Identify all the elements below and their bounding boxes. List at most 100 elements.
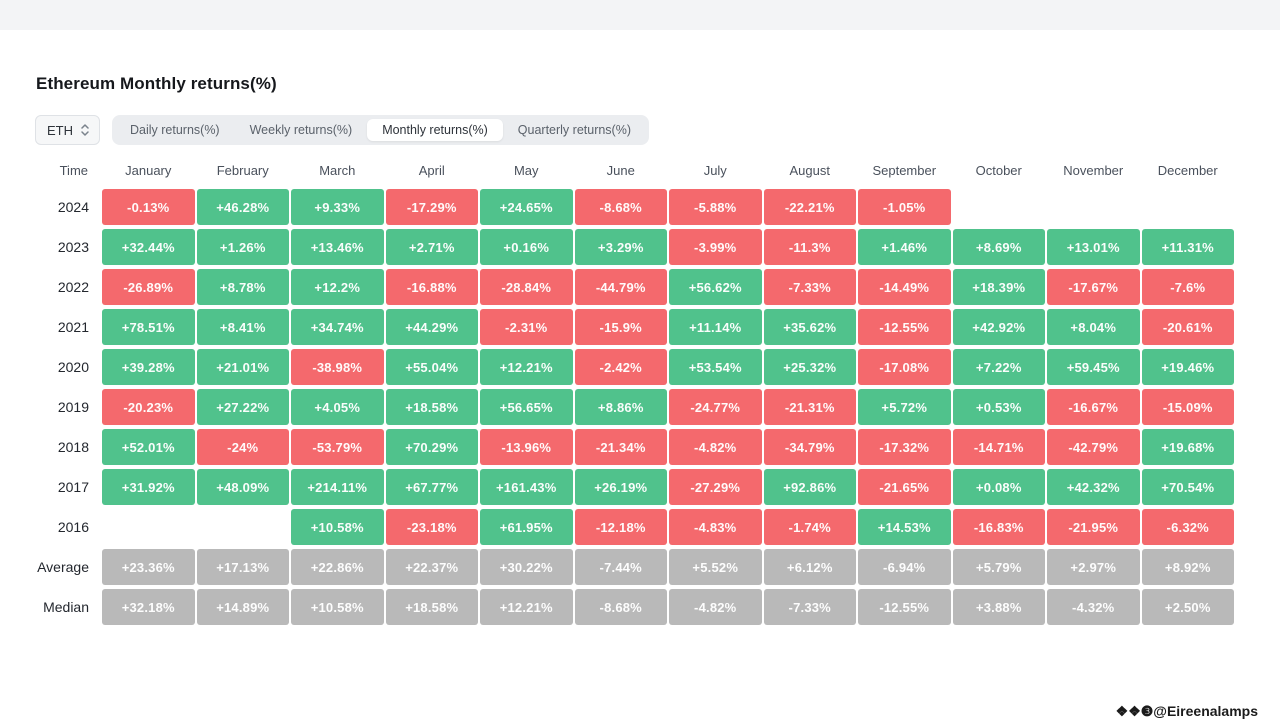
return-cell: -3.99%: [669, 229, 762, 265]
tab-quarterly-returns[interactable]: Quarterly returns(%): [517, 123, 632, 137]
symbol-select[interactable]: ETH: [35, 115, 100, 145]
return-cell: -16.88%: [385, 269, 478, 305]
tab-weekly-returns[interactable]: Weekly returns(%): [249, 123, 353, 137]
return-cell: +17.13%: [196, 549, 289, 585]
return-cell: +8.69%: [952, 229, 1045, 265]
return-cell: +21.01%: [196, 349, 289, 385]
column-header-march: March: [319, 162, 356, 178]
return-cell: -17.29%: [385, 189, 478, 225]
tab-monthly-returns[interactable]: Monthly returns(%): [367, 119, 503, 141]
return-cell: +8.92%: [1141, 549, 1234, 585]
return-cell: -2.42%: [574, 349, 667, 385]
return-cell: -14.49%: [858, 269, 951, 305]
table-header-row: Time January February March April May June July…: [35, 153, 1235, 187]
empty-cell: [1142, 189, 1235, 225]
return-cell: -34.79%: [763, 429, 856, 465]
return-cell: +19.68%: [1141, 429, 1234, 465]
row-label: 2016: [57, 519, 89, 535]
return-cell: +8.78%: [196, 269, 289, 305]
return-cell: -21.65%: [858, 469, 951, 505]
return-cell: +12.21%: [480, 349, 573, 385]
column-header-august: August: [789, 162, 830, 178]
row-label: 2020: [57, 359, 89, 375]
return-cell: -15.9%: [574, 309, 667, 345]
empty-cell: [197, 509, 290, 545]
row-label: 2018: [57, 439, 89, 455]
return-cell: -4.32%: [1047, 589, 1140, 625]
table-row-average: Average +23.36% +17.13% +22.86% +22.37% +30.2…: [35, 547, 1235, 587]
watermark: ❖❖❸@Eireenalamps: [1115, 703, 1258, 719]
column-header-october: October: [975, 162, 1022, 178]
table-row-2019: 2019 -20.23% +27.22% +4.05% +18.58% +56.65% +8…: [35, 387, 1235, 427]
return-cell: +53.54%: [669, 349, 762, 385]
return-cell: -22.21%: [763, 189, 856, 225]
return-cell: -44.79%: [574, 269, 667, 305]
column-header-june: June: [606, 162, 635, 178]
return-cell: +2.71%: [385, 229, 478, 265]
return-cell: -20.23%: [102, 389, 195, 425]
row-label: Median: [43, 599, 89, 615]
return-cell: +44.29%: [385, 309, 478, 345]
table-row-2018: 2018 +52.01% -24% -53.79% +70.29% -13.96% -21.…: [35, 427, 1235, 467]
column-header-january: January: [125, 162, 172, 178]
return-cell: +22.37%: [385, 549, 478, 585]
controls-row: ETH Daily returns(%) Weekly returns(%) Mon…: [35, 115, 1280, 145]
return-cell: +4.05%: [291, 389, 384, 425]
return-cell: -38.98%: [291, 349, 384, 385]
return-cell: +32.44%: [102, 229, 195, 265]
return-cell: -17.08%: [858, 349, 951, 385]
return-cell: +92.86%: [763, 469, 856, 505]
return-cell: +61.95%: [480, 509, 573, 545]
return-cell: +5.52%: [669, 549, 762, 585]
return-cell: -1.05%: [858, 189, 951, 225]
return-cell: +26.19%: [574, 469, 667, 505]
return-cell: -12.18%: [574, 509, 667, 545]
return-cell: +8.41%: [196, 309, 289, 345]
return-cell: +70.29%: [385, 429, 478, 465]
table-row-2020: 2020 +39.28% +21.01% -38.98% +55.04% +12.21% -…: [35, 347, 1235, 387]
return-cell: +22.86%: [291, 549, 384, 585]
column-header-december: December: [1157, 162, 1218, 178]
return-cell: +31.92%: [102, 469, 195, 505]
return-cell: -7.33%: [763, 269, 856, 305]
return-cell: -2.31%: [480, 309, 573, 345]
return-cell: +8.86%: [574, 389, 667, 425]
return-cell: +67.77%: [385, 469, 478, 505]
row-label: 2024: [57, 199, 89, 215]
row-label: 2023: [57, 239, 89, 255]
column-header-february: February: [216, 162, 269, 178]
row-label: 2021: [57, 319, 89, 335]
return-cell: +8.04%: [1047, 309, 1140, 345]
return-cell: +19.46%: [1141, 349, 1234, 385]
return-cell: -27.29%: [669, 469, 762, 505]
tab-daily-returns[interactable]: Daily returns(%): [130, 123, 220, 137]
row-label: 2017: [57, 479, 89, 495]
return-cell: +48.09%: [196, 469, 289, 505]
return-cell: +46.28%: [196, 189, 289, 225]
return-cell: +52.01%: [102, 429, 195, 465]
return-cell: -4.82%: [669, 429, 762, 465]
return-cell: +25.32%: [763, 349, 856, 385]
return-cell: +10.58%: [291, 509, 384, 545]
return-cell: +1.46%: [858, 229, 951, 265]
column-header-september: September: [872, 162, 937, 178]
return-cell: -0.13%: [102, 189, 195, 225]
return-cell: +70.54%: [1141, 469, 1234, 505]
return-cell: -5.88%: [669, 189, 762, 225]
row-label: Average: [37, 559, 89, 575]
return-cell: +2.97%: [1047, 549, 1140, 585]
return-cell: +27.22%: [196, 389, 289, 425]
column-header-may: May: [513, 162, 539, 178]
return-cell: -42.79%: [1047, 429, 1140, 465]
return-cell: -21.95%: [1047, 509, 1140, 545]
return-cell: -21.34%: [574, 429, 667, 465]
return-cell: +39.28%: [102, 349, 195, 385]
return-cell: -21.31%: [763, 389, 856, 425]
return-cell: +10.58%: [291, 589, 384, 625]
return-cell: +0.08%: [952, 469, 1045, 505]
return-cell: -53.79%: [291, 429, 384, 465]
return-cell: -17.32%: [858, 429, 951, 465]
return-cell: +23.36%: [102, 549, 195, 585]
page-title: Ethereum Monthly returns(%): [36, 74, 277, 93]
return-cell: -7.33%: [763, 589, 856, 625]
